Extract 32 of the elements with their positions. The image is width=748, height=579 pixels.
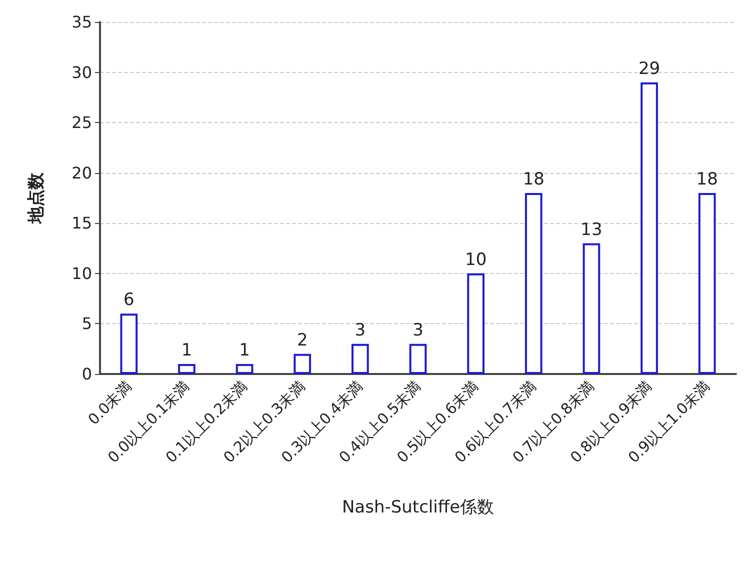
data-label: 3	[354, 320, 366, 340]
data-label: 6	[123, 290, 134, 310]
y-tick-label: 20	[72, 163, 92, 182]
data-label: 1	[239, 340, 250, 360]
y-axis-title: 地点数	[26, 172, 46, 224]
data-label: 3	[412, 320, 424, 340]
data-label: 18	[522, 169, 544, 190]
bar	[178, 364, 196, 374]
data-label: 18	[696, 169, 718, 190]
bar	[409, 344, 427, 374]
bar	[294, 354, 312, 374]
y-tick-label: 35	[72, 12, 92, 32]
data-label: 1	[181, 340, 192, 360]
y-tick-label: 0	[82, 364, 92, 384]
bar	[352, 344, 369, 374]
bar	[582, 243, 600, 374]
y-tick-label: 10	[72, 264, 92, 283]
bar	[467, 273, 484, 374]
y-tick-label: 30	[72, 62, 92, 82]
x-axis-title: Nash-Sutcliffe係数	[342, 498, 494, 518]
data-label: 13	[580, 220, 602, 240]
y-tick-label: 15	[72, 214, 92, 233]
bar	[640, 82, 658, 374]
bar	[698, 192, 716, 374]
data-label: 10	[465, 250, 487, 270]
bar	[120, 314, 138, 374]
bar	[236, 364, 254, 374]
data-label: 2	[296, 330, 308, 350]
data-label: 29	[638, 58, 660, 79]
y-tick-label: 25	[72, 113, 92, 132]
bar	[524, 192, 542, 374]
y-tick-label: 5	[82, 314, 92, 334]
